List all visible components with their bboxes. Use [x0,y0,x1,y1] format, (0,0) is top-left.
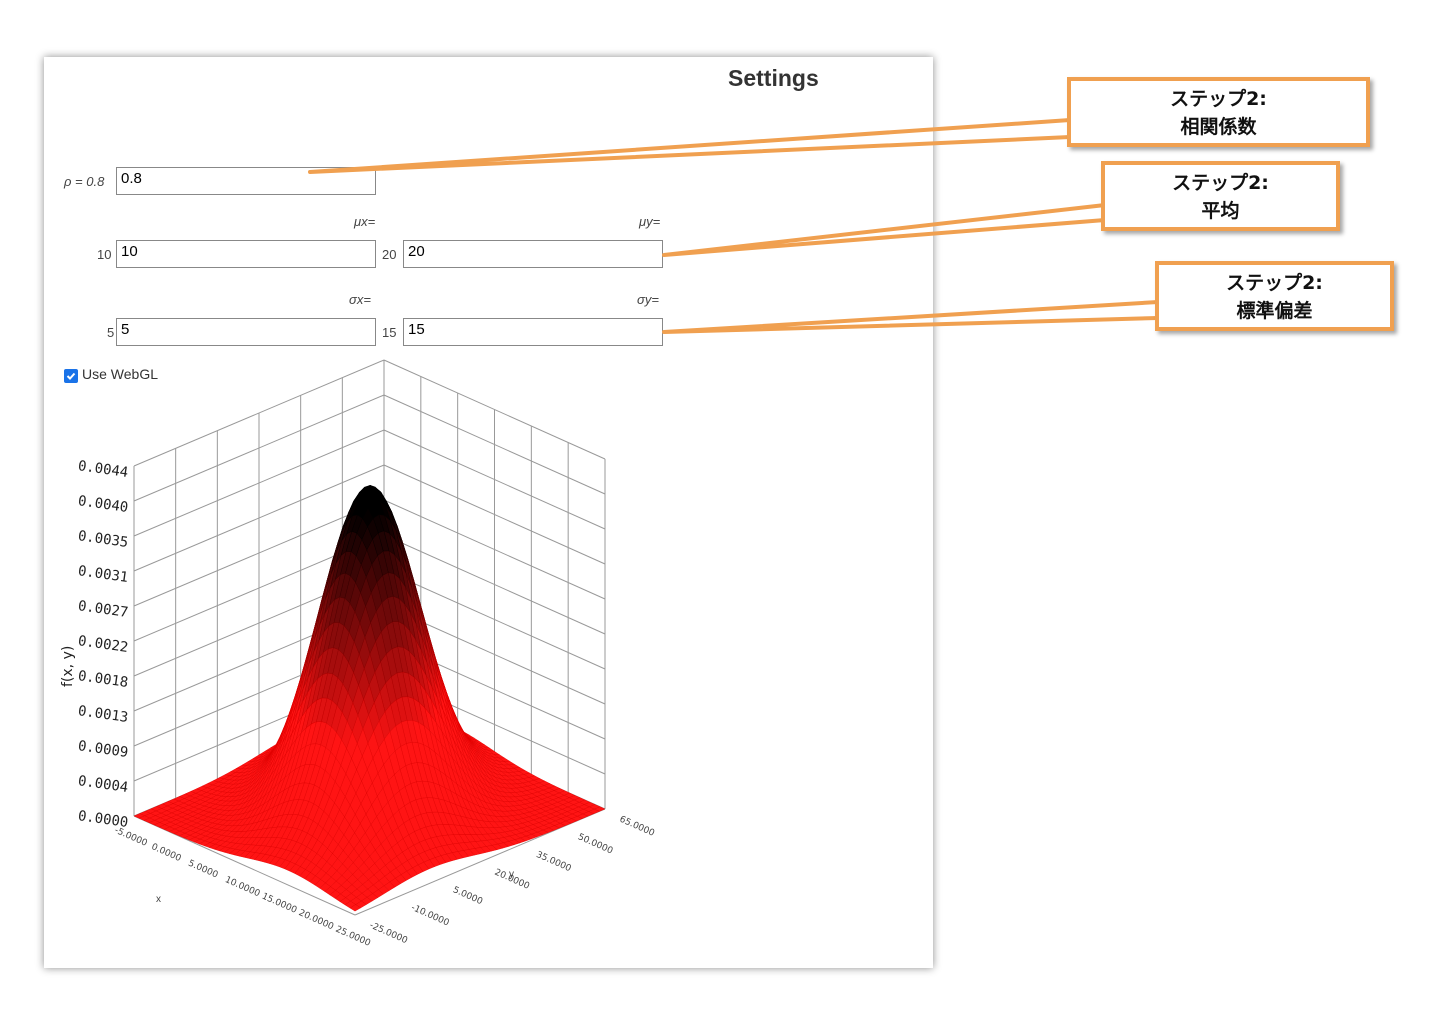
surface [133,485,606,912]
grid-line [383,429,606,530]
sigma-x-side-label: 5 [107,325,115,340]
x-tick-label: 20.0000 [297,908,335,932]
surface-plot[interactable]: 0.0044 0.0040 0.0035 0.0031 0.0027 0.0022 0.00… [44,57,933,968]
x-tick-label: -5.0000 [113,826,149,849]
axis-line [354,808,606,916]
z-tick-label: 0.0009 [77,738,129,761]
mu-x-header: μx= [354,214,376,229]
x-tick-label: 25.0000 [334,925,372,949]
x-tick-label: 10.0000 [223,875,261,899]
callout-stddev-line2: 標準偏差 [1236,300,1313,322]
callout-correlation-line2: 相関係数 [1180,116,1257,138]
grid-line [383,394,606,495]
mu-x-side-label: 10 [97,247,112,262]
settings-title: Settings [728,65,819,91]
z-tick-label: 0.0031 [77,563,129,586]
y-tick-label: -25.0000 [368,921,409,947]
mu-x-input[interactable]: 10 [116,240,376,268]
x-tick-label: 15.0000 [260,892,298,916]
grid-line [383,534,606,635]
grid-line [383,569,606,670]
x-tick-label: 5.0000 [186,859,219,881]
z-ticks: 0.0044 0.0040 0.0035 0.0031 0.0027 0.0022 0.00… [77,458,129,831]
grid-line [383,499,606,600]
callout-stddev: ステップ2: 標準偏差 [1155,261,1394,331]
grid-line [133,429,385,537]
x-tick-label: 0.0000 [150,842,183,864]
mu-y-input[interactable]: 20 [403,240,663,268]
y-tick-label: -10.0000 [409,903,450,929]
z-axis-label: f(x, y) [60,646,76,687]
axis-line [133,815,356,916]
callout-mean: ステップ2: 平均 [1101,161,1340,231]
callout-stddev-line1: ステップ2: [1226,272,1323,294]
checkmark-icon [66,372,76,380]
z-tick-label: 0.0044 [77,458,129,481]
x-axis-label: x [156,894,161,905]
mu-y-header: μy= [639,214,661,229]
y-tick-label: 50.0000 [576,832,614,856]
z-tick-label: 0.0040 [77,493,129,516]
y-axis-label: y [509,869,514,880]
y-tick-label: 35.0000 [534,850,572,874]
settings-panel: Settings ρ = 0.8 0.8 μx= μy= 10 10 20 20… [44,57,933,968]
webgl-label[interactable]: Use WebGL [82,366,158,382]
rho-label: ρ = 0.8 [64,174,105,189]
sigma-y-header: σy= [637,292,659,307]
callout-correlation-line1: ステップ2: [1170,88,1267,110]
z-tick-label: 0.0022 [77,633,129,656]
y-tick-label: 5.0000 [451,885,484,907]
grid-line [383,359,606,460]
grid-line [133,359,385,467]
mu-y-side-label: 20 [382,247,397,262]
sigma-y-side-label: 15 [382,325,397,340]
grid-line [133,464,385,572]
grid-line [133,499,385,607]
y-tick-label: 65.0000 [618,815,656,839]
grid-line [383,464,606,565]
callout-mean-line2: 平均 [1201,200,1240,222]
callout-correlation: ステップ2: 相関係数 [1067,77,1370,147]
sigma-x-input[interactable]: 5 [116,318,376,346]
surface-patch [349,904,362,912]
z-tick-label: 0.0018 [77,668,129,691]
plot-grid [133,359,606,916]
grid-line [133,394,385,502]
z-tick-label: 0.0027 [77,598,129,621]
z-tick-label: 0.0000 [77,808,129,831]
webgl-checkbox[interactable] [64,369,78,383]
z-tick-label: 0.0035 [77,528,129,551]
callout-mean-line1: ステップ2: [1172,172,1269,194]
z-tick-label: 0.0004 [77,773,129,796]
sigma-x-header: σx= [349,292,371,307]
z-tick-label: 0.0013 [77,703,129,726]
sigma-y-input[interactable]: 15 [403,318,663,346]
